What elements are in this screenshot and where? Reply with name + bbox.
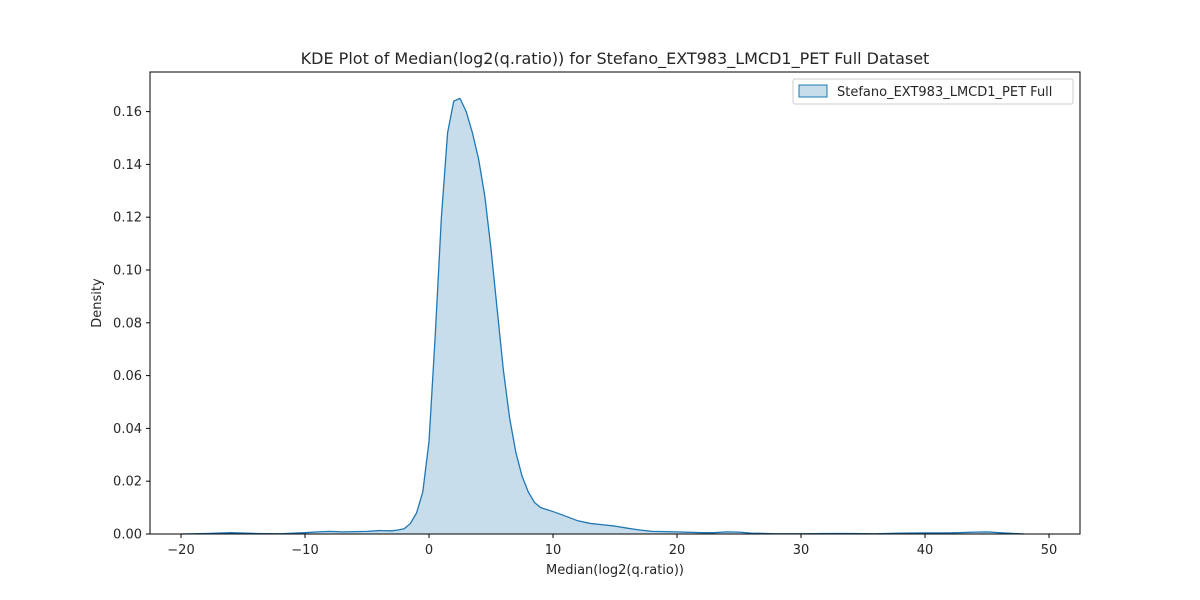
y-axis: 0.00 0.02 0.04 0.06 0.08 0.10 0.12 0.14 0.16: [113, 105, 150, 543]
x-tick-label: 30: [793, 543, 810, 558]
legend-box: [792, 78, 1074, 105]
y-tick-label: 0.06: [113, 369, 142, 384]
y-tick-label: 0.14: [113, 158, 142, 173]
legend-swatch: [798, 84, 828, 98]
legend: Stefano_EXT983_LMCD1_PET Full: [792, 78, 1074, 105]
y-tick-label: 0.00: [113, 528, 142, 543]
x-axis-label: Median(log2(q.ratio)): [546, 563, 684, 578]
chart-title: KDE Plot of Median(log2(q.ratio)) for St…: [301, 49, 930, 69]
legend-label: Stefano_EXT983_LMCD1_PET Full: [837, 85, 1052, 100]
x-tick-label: 40: [917, 543, 934, 558]
series-area-0: [181, 98, 1025, 535]
y-tick-label: 0.10: [113, 264, 142, 279]
x-tick-label: 50: [1041, 543, 1058, 558]
x-axis: −20 −10 0 10 20 30 40 50: [167, 534, 1057, 558]
y-tick-label: 0.04: [113, 422, 142, 437]
x-tick-label: 20: [669, 543, 686, 558]
y-tick-label: 0.02: [113, 475, 142, 490]
y-tick-label: 0.08: [113, 316, 142, 331]
y-axis-label: Density: [90, 278, 105, 328]
series-line-0: [180, 97, 1025, 535]
plot-frame: [149, 71, 1081, 535]
x-tick-label: −20: [167, 543, 194, 558]
y-tick-label: 0.12: [113, 211, 142, 226]
x-tick-label: −10: [291, 543, 318, 558]
x-tick-label: 0: [425, 543, 433, 558]
y-tick-label: 0.16: [113, 105, 142, 120]
x-tick-label: 10: [545, 543, 562, 558]
